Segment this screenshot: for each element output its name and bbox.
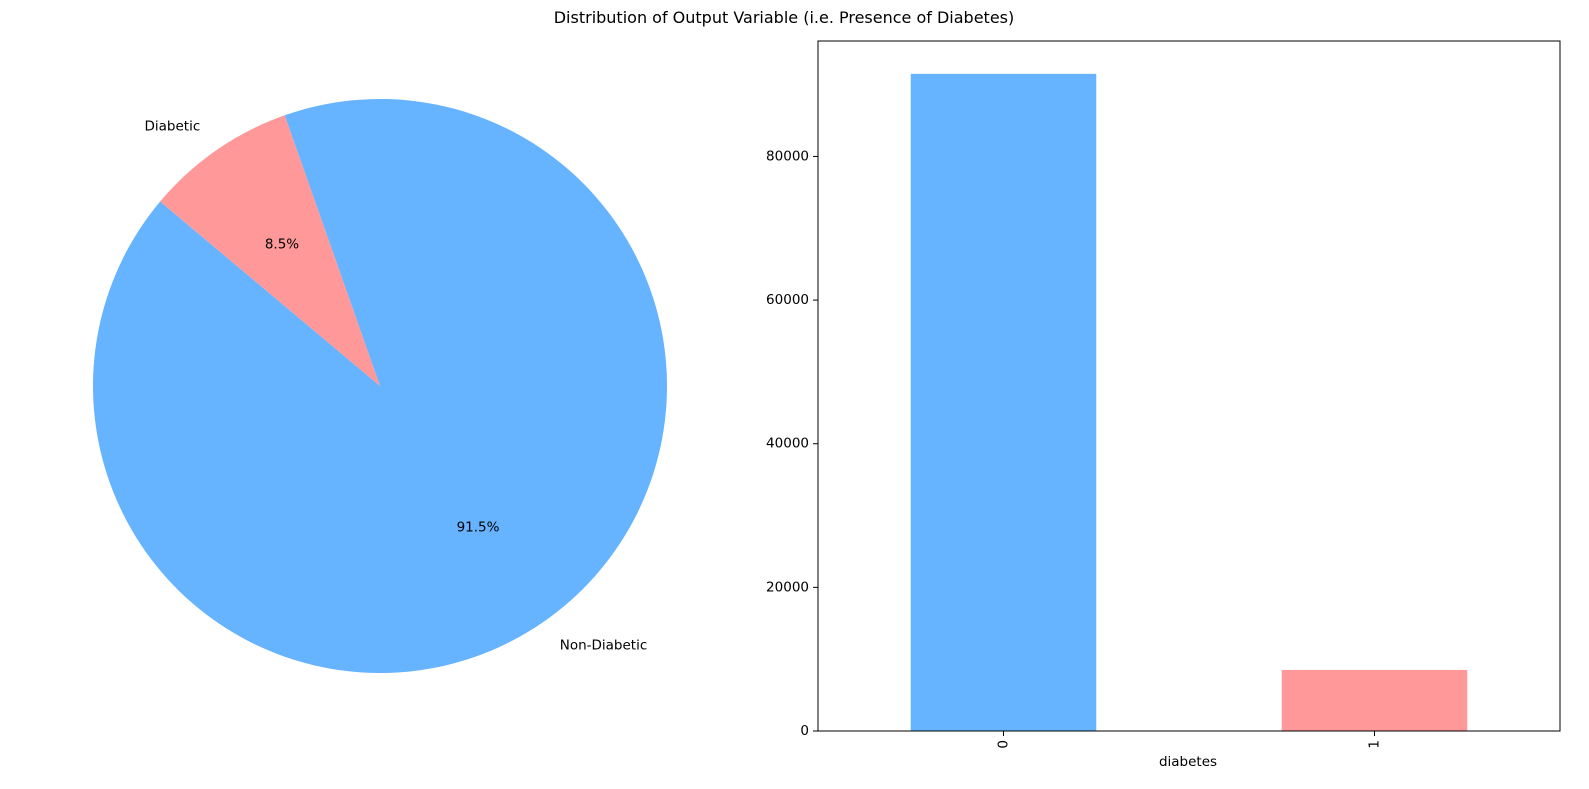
figure-title: Distribution of Output Variable (i.e. Pr… — [554, 8, 1015, 27]
bar-plot-frame — [817, 40, 1561, 732]
y-tick-label-80000: 80000 — [766, 148, 809, 164]
bar-0 — [910, 73, 1097, 732]
bar-chart: 0 1 0 20000 40000 60000 80000 diabetes — [766, 40, 1561, 770]
pie-label-non-diabetic: Non-Diabetic — [560, 638, 648, 654]
y-tick-label-0: 0 — [800, 723, 809, 739]
pie-pct-label-non-diabetic: 91.5% — [457, 520, 500, 536]
y-tick-label-20000: 20000 — [766, 579, 809, 595]
bar-x-axis-label: diabetes — [1159, 754, 1217, 770]
y-tick-label-40000: 40000 — [766, 436, 809, 452]
pie-slice-non-diabetic — [93, 98, 667, 674]
y-tick-label-60000: 60000 — [766, 292, 809, 308]
x-tick-label-0: 0 — [996, 740, 1012, 749]
pie-slice-diabetic — [160, 115, 380, 386]
pie-chart: Non-Diabetic 91.5% Diabetic 8.5% — [93, 98, 667, 674]
pie-label-diabetic: Diabetic — [145, 118, 201, 134]
bar-1 — [1281, 669, 1468, 731]
x-tick-label-1: 1 — [1367, 740, 1383, 749]
pie-pct-label-diabetic: 8.5% — [265, 236, 299, 252]
